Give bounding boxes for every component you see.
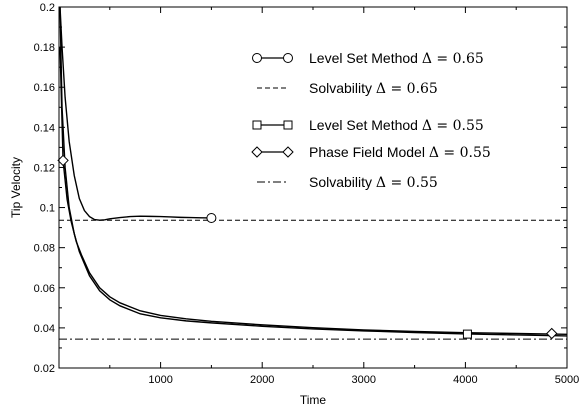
legend-marker-4-a xyxy=(251,146,263,158)
legend-marker-3-a xyxy=(252,120,262,130)
y-tick-label: 0.12 xyxy=(34,162,55,174)
axes: 1000 2000 3000 4000 5000 0.02 0.04 0.06 0.08 0.1 0… xyxy=(34,2,580,386)
series-line-1 xyxy=(59,7,212,221)
legend-marker-1-a xyxy=(252,53,262,63)
series-4-marker-1 xyxy=(57,154,69,167)
legend-marker-1-b xyxy=(283,53,293,63)
y-axis-label: Tip Velocity xyxy=(9,157,23,218)
legend-series-name: Level Set Method xyxy=(309,50,422,66)
y-tick-label: 0.06 xyxy=(34,283,55,295)
legend-label-3: Level Set Method Δ = 0.55 xyxy=(309,117,484,134)
legend-delta-value: Δ = 0.65 xyxy=(422,51,484,67)
series-3-marker-1 xyxy=(462,329,472,339)
y-tick-label: 0.04 xyxy=(34,323,55,335)
legend-marker-3-b xyxy=(283,120,293,130)
y-tick-label: 0.2 xyxy=(40,2,55,14)
x-tick-label: 4000 xyxy=(453,374,477,386)
x-tick-label: 5000 xyxy=(555,374,579,386)
series-1-marker-1 xyxy=(206,212,217,223)
legend-marker-4-b xyxy=(282,146,294,158)
series-line-4 xyxy=(59,47,567,336)
legend-label-5: Solvability Δ = 0.55 xyxy=(309,174,438,191)
legend-delta-value: Δ = 0.65 xyxy=(376,81,438,97)
legend-label-2: Solvability Δ = 0.65 xyxy=(309,80,438,97)
y-tick-label: 0.18 xyxy=(34,42,55,54)
y-tick-label: 0.14 xyxy=(34,122,55,134)
legend-series-name: Solvability xyxy=(309,174,376,190)
legend-label-1: Level Set Method Δ = 0.65 xyxy=(309,50,484,67)
x-tick-label: 1000 xyxy=(148,374,172,386)
series-4-marker-2 xyxy=(546,327,558,340)
legend-label-4: Phase Field Model Δ = 0.55 xyxy=(309,144,491,161)
legend-series-name: Phase Field Model xyxy=(309,144,429,160)
y-tick-label: 0.16 xyxy=(34,82,55,94)
legend-series-name: Level Set Method xyxy=(309,117,422,133)
plot-area xyxy=(57,7,567,340)
legend-delta-value: Δ = 0.55 xyxy=(429,145,491,161)
legend-series-name: Solvability xyxy=(309,80,376,96)
y-tick-label: 0.02 xyxy=(34,363,55,375)
x-tick-label: 2000 xyxy=(250,374,274,386)
x-tick-label: 3000 xyxy=(352,374,376,386)
series-group xyxy=(59,7,567,340)
legend-delta-value: Δ = 0.55 xyxy=(422,118,484,134)
x-axis-label: Time xyxy=(300,393,327,407)
legend-delta-value: Δ = 0.55 xyxy=(376,175,438,191)
y-tick-label: 0.1 xyxy=(40,203,55,215)
y-tick-label: 0.08 xyxy=(34,243,55,255)
